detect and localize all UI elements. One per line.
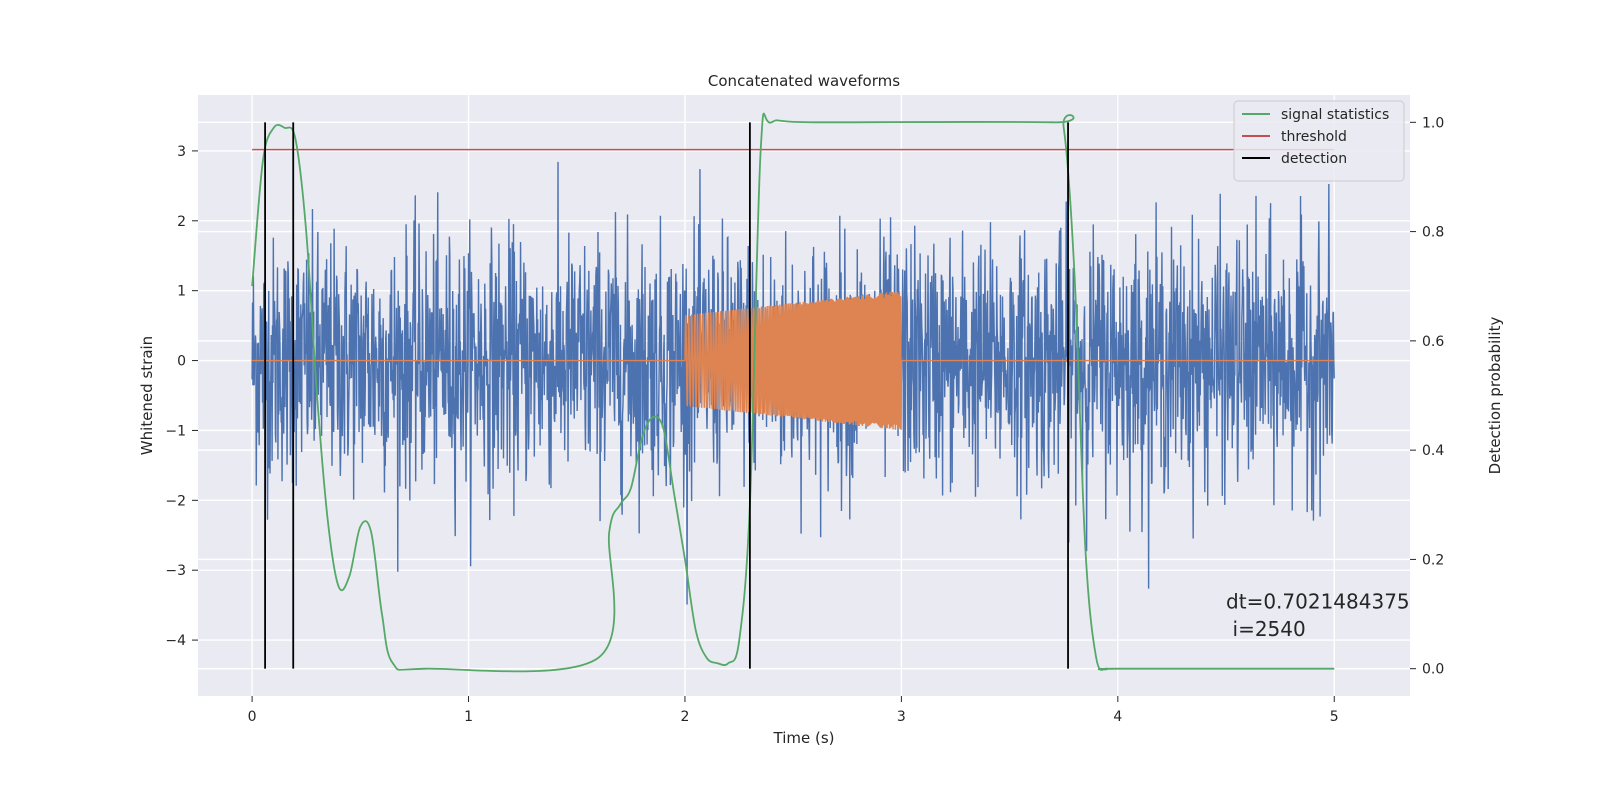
y2-tick-label: 0.2 — [1422, 552, 1444, 568]
ticks: 0 1 2 3 4 5 −4 −3 −2 −1 0 1 2 3 0.0 0.2 0.4 0.6 0.8 1.0 — [165, 115, 1444, 725]
x-tick-label: 4 — [1113, 709, 1122, 725]
legend: signal statistics threshold detection — [1233, 100, 1405, 182]
chart-title: Concatenated waveforms — [708, 72, 900, 90]
y-tick-label: 2 — [177, 214, 186, 230]
x-tick-label: 5 — [1330, 709, 1339, 725]
y-axis-label: Whitened strain — [138, 336, 156, 455]
legend-label: signal statistics — [1281, 107, 1389, 123]
y-tick-label: −1 — [165, 423, 186, 439]
legend-label: detection — [1281, 151, 1347, 167]
y-tick-label: 3 — [177, 144, 186, 160]
y-tick-label: 0 — [177, 354, 186, 370]
y2-tick-label: 0.8 — [1422, 225, 1444, 241]
y2-tick-label: 0.0 — [1422, 662, 1444, 678]
x-tick-label: 3 — [897, 709, 906, 725]
injected-signal-series — [252, 291, 1335, 430]
x-tick-label: 2 — [681, 709, 690, 725]
y2-tick-label: 0.4 — [1422, 443, 1444, 459]
legend-label: threshold — [1281, 129, 1347, 145]
y2-tick-label: 0.6 — [1422, 334, 1444, 350]
annotation-text: dt=0.7021484375 — [1226, 590, 1410, 614]
y2-tick-label: 1.0 — [1422, 115, 1444, 131]
detection-layer — [251, 112, 1335, 673]
annotations: dt=0.7021484375 i=2540 — [1226, 590, 1410, 641]
y-tick-label: −4 — [165, 633, 186, 649]
y-tick-label: −2 — [165, 493, 186, 509]
y2-axis-label: Detection probability — [1486, 317, 1504, 475]
legend-box — [1233, 100, 1405, 182]
x-tick-label: 0 — [248, 709, 257, 725]
y-tick-label: −3 — [165, 563, 186, 579]
x-tick-label: 1 — [464, 709, 473, 725]
annotation-text: i=2540 — [1233, 617, 1306, 641]
y-tick-label: 1 — [177, 284, 186, 300]
x-axis-label: Time (s) — [773, 729, 835, 747]
injected-signal-line — [252, 291, 1335, 430]
signal-statistics-line — [251, 112, 1335, 673]
